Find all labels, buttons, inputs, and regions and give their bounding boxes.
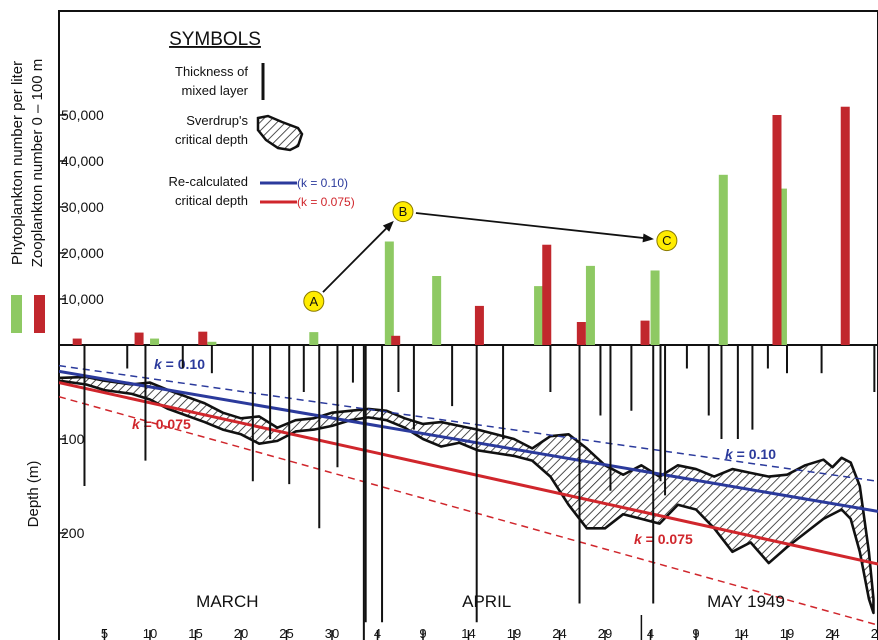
- month-label: MAY 1949: [707, 592, 785, 611]
- depth-axis-ticks: 100 200: [59, 431, 85, 541]
- zooplankton-axis-label: Zooplankton number 0 – 100 m: [29, 59, 46, 267]
- legend-sverdrup-line1: Sverdrup's: [186, 113, 248, 128]
- zooplankton-bar: [840, 106, 850, 345]
- phytoplankton-bar: [534, 286, 544, 345]
- legend-recalc-line1: Re-calculated: [169, 174, 249, 189]
- zooplankton-bar: [474, 305, 484, 345]
- symbols-legend: SYMBOLS Thickness of mixed layer Sverdru…: [169, 29, 355, 209]
- day-tick-label: 19: [780, 626, 794, 640]
- phytoplankton-bar: [650, 270, 660, 345]
- day-tick-label: 10: [143, 626, 157, 640]
- arrow-b-to-c-head: [642, 233, 654, 243]
- day-tick-label: 14: [461, 626, 475, 640]
- depth-panel: k = 0.10 k = 0.075 k = 0.10 k = 0.075: [59, 356, 878, 626]
- phytoplankton-bar: [150, 338, 160, 345]
- zooplankton-bar: [542, 244, 552, 345]
- day-tick-label: 9: [692, 626, 699, 640]
- month-label: MARCH: [196, 592, 258, 611]
- zooplankton-legend-swatch: [34, 295, 45, 333]
- zooplankton-bar: [576, 322, 586, 345]
- k0075-right-label: k = 0.075: [634, 531, 693, 547]
- phytoplankton-bar: [432, 276, 442, 345]
- phytoplankton-bar: [585, 265, 595, 345]
- mixed-layer-bars: [83, 345, 876, 623]
- phytoplankton-axis-label: Phytoplankton number per liter: [9, 61, 26, 265]
- legend-sverdrup-symbol: [256, 114, 304, 152]
- day-tick-label: 24: [552, 626, 566, 640]
- depth-tick-label: 200: [61, 525, 85, 541]
- day-tick-label: 4: [647, 626, 654, 640]
- day-tick-label: 25: [279, 626, 293, 640]
- day-tick-label: 15: [188, 626, 202, 640]
- phytoplankton-bar: [207, 341, 217, 345]
- arrow-b-to-c: [415, 212, 649, 240]
- k0075-left-label: k = 0.075: [132, 416, 191, 432]
- annotation-marker-c: [656, 230, 678, 252]
- zooplankton-bar: [72, 338, 82, 345]
- annotation-marker-b: [392, 201, 414, 223]
- day-tick-label: 14: [734, 626, 748, 640]
- arrow-a-to-b: [322, 224, 391, 293]
- date-axis: 5 10 15 20 25 30 4 9 14 19 24 29 4 9 14 19 24 29 MARCH APRI…: [101, 345, 878, 640]
- plankton-tick-label: 20,000: [61, 245, 104, 261]
- depth-tick-label: 100: [61, 431, 85, 447]
- zooplankton-bar: [198, 331, 208, 345]
- month-label: APRIL: [462, 592, 511, 611]
- phytoplankton-bar: [309, 332, 319, 345]
- k0075-dashed-line: [59, 395, 878, 626]
- plankton-bars: [72, 106, 850, 345]
- sverdrup-critical-depth-band: [59, 375, 875, 615]
- legend-k010-text: (k = 0.10): [297, 176, 348, 190]
- k010-right-label: k = 0.10: [725, 446, 776, 462]
- phytoplankton-bar: [718, 174, 728, 345]
- legend-title: SYMBOLS: [169, 29, 261, 50]
- day-tick-label: 29: [871, 626, 878, 640]
- legend-mixed-layer-line2: mixed layer: [182, 83, 249, 98]
- k010-left-label: k = 0.10: [154, 356, 205, 372]
- k0075-critical-depth-line: [59, 381, 878, 566]
- annotation-label-b: B: [399, 204, 408, 219]
- phytoplankton-legend-swatch: [11, 295, 22, 333]
- zooplankton-bar: [134, 332, 144, 345]
- day-tick-label: 20: [234, 626, 248, 640]
- day-tick-label: 4: [374, 626, 381, 640]
- phytoplankton-bar: [384, 241, 394, 345]
- zooplankton-bar: [640, 320, 650, 345]
- depth-axis-label: Depth (m): [25, 461, 42, 528]
- plankton-tick-label: 10,000: [61, 291, 104, 307]
- legend-k0075-text: (k = 0.075): [297, 195, 355, 209]
- k010-critical-depth-line: [59, 369, 878, 513]
- plot-frame: [58, 10, 878, 640]
- plankton-tick-label: 50,000: [61, 107, 104, 123]
- phytoplankton-bar: [777, 188, 787, 345]
- plankton-tick-label: 40,000: [61, 153, 104, 169]
- legend-recalc-line2: critical depth: [175, 193, 248, 208]
- legend-mixed-layer-line1: Thickness of: [175, 64, 248, 79]
- annotation-label-c: C: [662, 233, 671, 248]
- k010-dashed-line: [59, 364, 878, 483]
- plankton-axis-ticks: 10,000 20,000 30,000 40,000 50,000: [59, 107, 104, 307]
- day-tick-label: 30: [325, 626, 339, 640]
- day-tick-label: 19: [507, 626, 521, 640]
- day-tick-label: 29: [598, 626, 612, 640]
- legend-sverdrup-line2: critical depth: [175, 132, 248, 147]
- day-tick-label: 9: [419, 626, 426, 640]
- annotation-marker-a: [303, 290, 325, 312]
- plankton-tick-label: 30,000: [61, 199, 104, 215]
- day-tick-label: 24: [825, 626, 839, 640]
- zooplankton-bar: [391, 335, 401, 345]
- annotation-label-a: A: [309, 294, 318, 309]
- annotations: A B C: [303, 201, 678, 312]
- arrow-a-to-b-head: [382, 220, 394, 232]
- zooplankton-bar: [772, 115, 782, 345]
- day-tick-label: 5: [101, 626, 108, 640]
